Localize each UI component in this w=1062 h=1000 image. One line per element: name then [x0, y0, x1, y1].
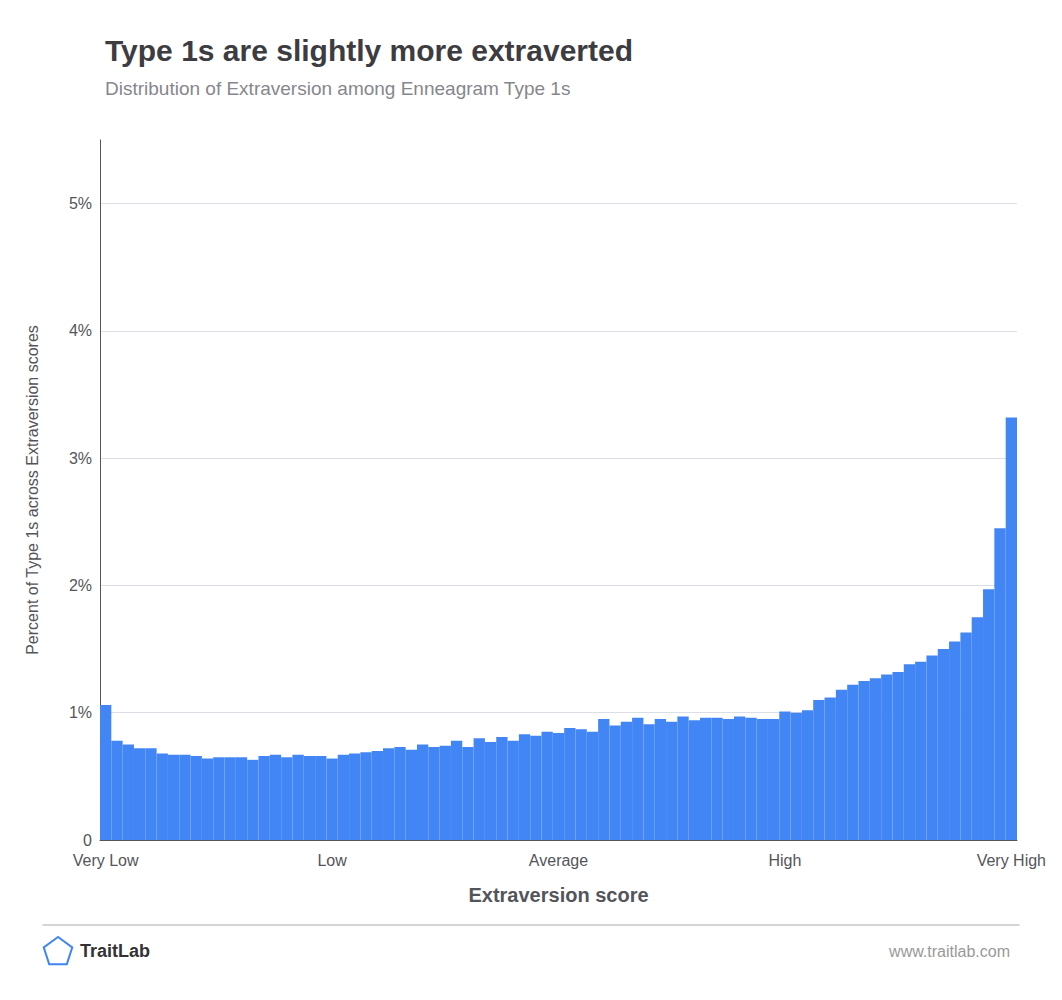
svg-text:Very Low: Very Low — [73, 852, 139, 869]
svg-text:Average: Average — [529, 852, 588, 869]
svg-text:1%: 1% — [69, 704, 92, 721]
svg-text:Percent of Type 1s across Extr: Percent of Type 1s across Extraversion s… — [24, 325, 41, 655]
svg-text:Type 1s are slightly more extr: Type 1s are slightly more extraverted — [105, 34, 633, 67]
svg-text:Very High: Very High — [977, 852, 1046, 869]
svg-text:2%: 2% — [69, 577, 92, 594]
svg-text:www.traitlab.com: www.traitlab.com — [888, 943, 1010, 960]
svg-text:0: 0 — [83, 832, 92, 849]
svg-text:4%: 4% — [69, 322, 92, 339]
svg-text:Low: Low — [317, 852, 347, 869]
svg-text:3%: 3% — [69, 450, 92, 467]
svg-text:5%: 5% — [69, 195, 92, 212]
svg-text:Distribution of Extraversion a: Distribution of Extraversion among Ennea… — [105, 78, 570, 99]
svg-text:High: High — [768, 852, 801, 869]
svg-text:Extraversion score: Extraversion score — [468, 884, 648, 906]
svg-text:TraitLab: TraitLab — [80, 941, 150, 961]
